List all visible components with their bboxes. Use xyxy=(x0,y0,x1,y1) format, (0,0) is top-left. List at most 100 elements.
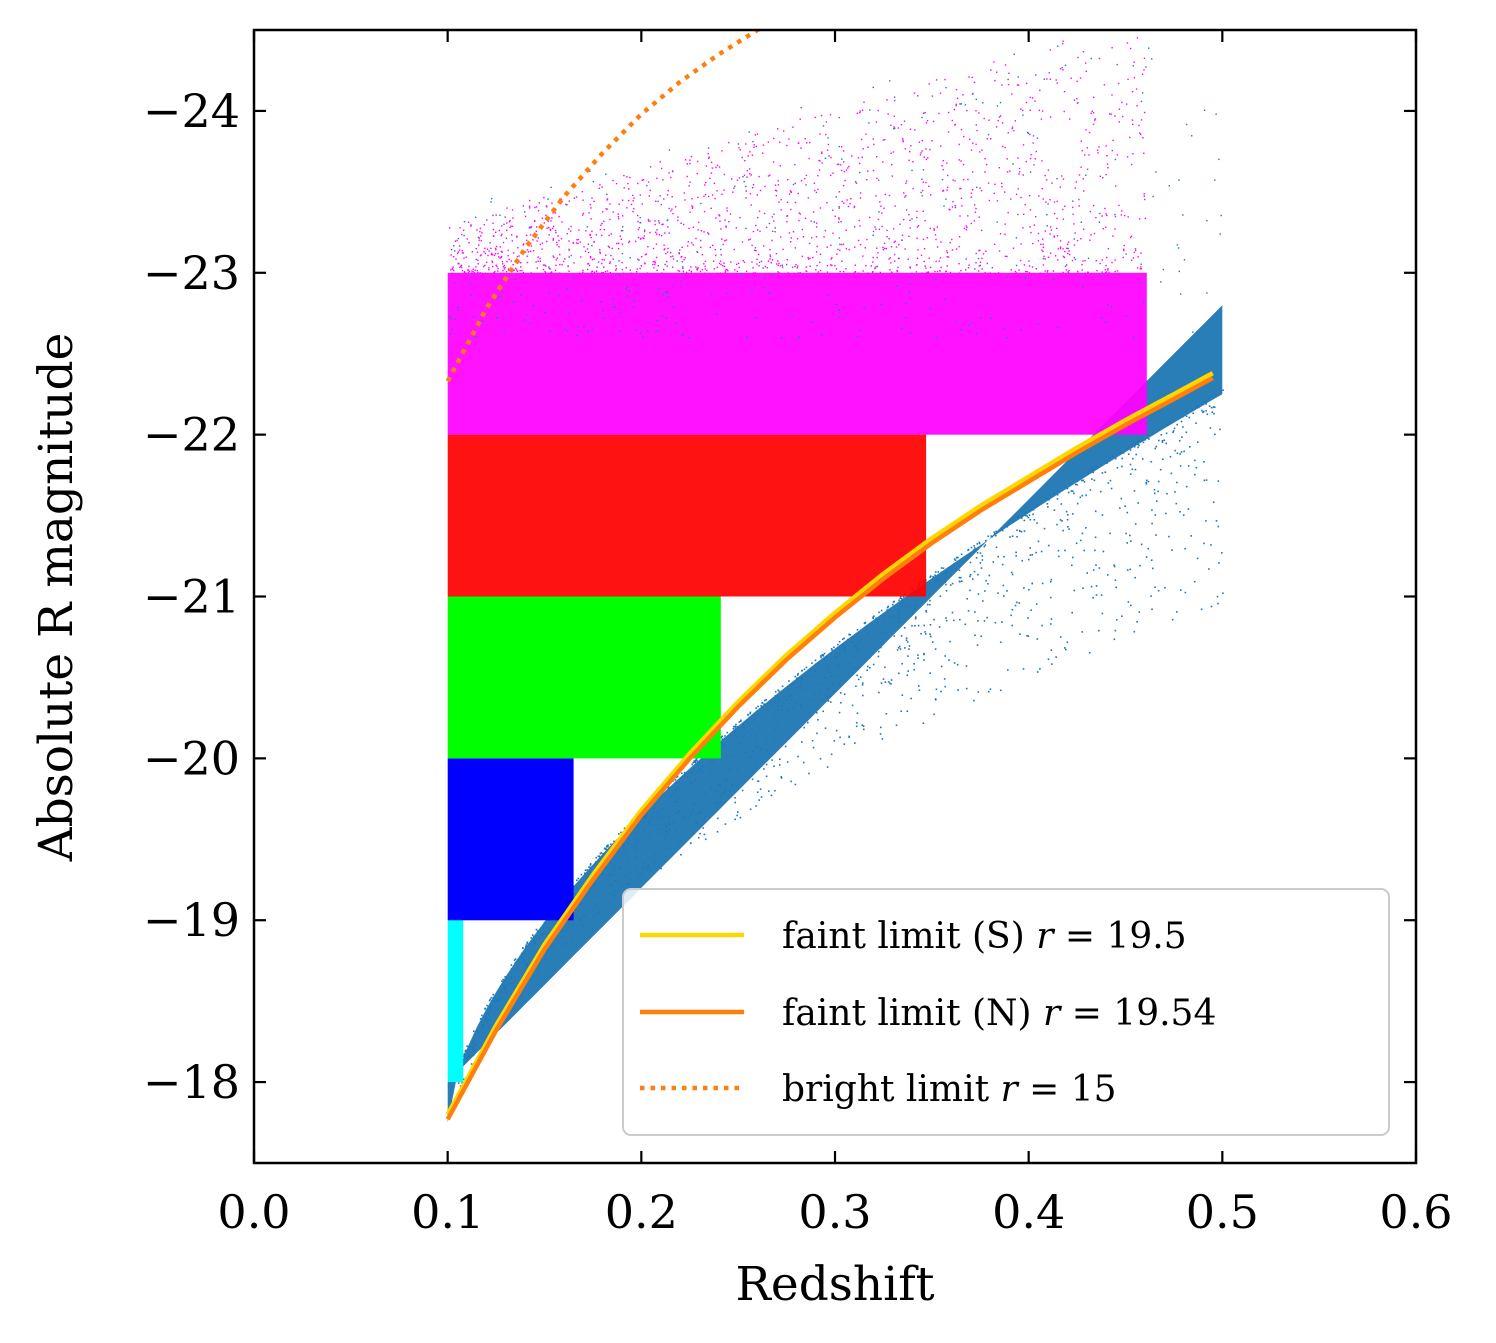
scatter-point xyxy=(745,190,747,192)
scatter-point xyxy=(909,332,911,334)
background-point xyxy=(606,846,608,848)
background-point xyxy=(985,579,987,582)
scatter-point xyxy=(934,234,937,236)
background-point xyxy=(702,827,704,829)
scatter-point xyxy=(603,259,605,261)
background-point xyxy=(1050,618,1053,620)
scatter-point xyxy=(751,154,754,156)
background-point xyxy=(1102,550,1105,553)
scatter-point xyxy=(890,262,892,264)
scatter-point xyxy=(1067,271,1069,273)
scatter-point xyxy=(612,298,614,300)
scatter-point xyxy=(877,218,880,221)
scatter-point xyxy=(554,212,557,214)
scatter-point xyxy=(658,234,661,236)
scatter-point xyxy=(1029,171,1032,173)
background-point xyxy=(987,535,989,538)
background-point xyxy=(1161,440,1164,442)
scatter-point xyxy=(840,169,843,172)
scatter-point xyxy=(978,265,980,267)
background-point xyxy=(889,682,891,685)
scatter-point xyxy=(1116,63,1118,66)
scatter-point xyxy=(615,269,617,271)
scatter-point xyxy=(1076,239,1079,242)
background-point xyxy=(520,952,523,955)
background-point xyxy=(844,648,846,651)
scatter-point xyxy=(1105,321,1107,323)
background-point xyxy=(899,602,902,605)
background-point xyxy=(684,837,686,840)
background-point xyxy=(675,829,678,832)
background-point xyxy=(466,1045,468,1047)
background-point xyxy=(743,727,745,729)
background-point xyxy=(1059,519,1062,521)
scatter-point xyxy=(1106,163,1109,165)
background-point xyxy=(914,617,917,620)
scatter-point xyxy=(953,108,955,111)
scatter-point xyxy=(921,150,923,152)
background-point xyxy=(929,599,931,602)
scatter-point xyxy=(535,230,537,232)
scatter-point xyxy=(593,271,595,273)
scatter-point xyxy=(1004,191,1006,193)
scatter-point xyxy=(639,267,641,270)
scatter-point xyxy=(639,194,641,196)
background-point xyxy=(463,1053,466,1055)
data-layer xyxy=(445,30,1224,1123)
scatter-point xyxy=(800,180,803,182)
background-point xyxy=(1134,576,1136,579)
background-point xyxy=(892,615,895,617)
background-point xyxy=(822,655,824,657)
scatter-point xyxy=(1029,109,1031,111)
scatter-point xyxy=(999,101,1002,104)
background-point xyxy=(728,761,731,764)
scatter-point xyxy=(815,236,818,238)
scatter-point xyxy=(708,233,710,235)
background-point xyxy=(984,544,987,546)
background-point xyxy=(1163,439,1166,441)
background-point xyxy=(1126,542,1128,544)
scatter-point xyxy=(479,227,482,230)
scatter-point xyxy=(978,249,980,252)
background-point xyxy=(791,708,794,710)
scatter-point xyxy=(909,267,911,269)
scatter-point xyxy=(1004,64,1007,66)
ticks-layer: 0.0 0.1 0.2 0.3 0.4 0.5 0.6−18−19−20−21−22−23−… xyxy=(143,30,1453,1239)
scatter-point xyxy=(1035,150,1037,153)
background-point xyxy=(986,616,988,619)
scatter-point xyxy=(826,265,829,267)
scatter-point xyxy=(818,159,820,162)
scatter-point xyxy=(520,262,522,264)
background-point xyxy=(1113,564,1115,566)
scatter-point xyxy=(1178,179,1180,181)
scatter-point xyxy=(736,270,738,273)
scatter-point xyxy=(662,179,664,181)
scatter-point xyxy=(1020,196,1022,199)
background-point xyxy=(733,731,736,734)
scatter-point xyxy=(764,276,766,279)
scatter-point xyxy=(975,143,977,145)
background-point xyxy=(980,635,982,638)
scatter-point xyxy=(1121,210,1123,212)
scatter-point xyxy=(867,146,869,148)
scatter-point xyxy=(1098,221,1101,223)
scatter-point xyxy=(909,283,911,285)
background-point xyxy=(1089,489,1092,491)
scatter-point xyxy=(597,261,600,263)
scatter-point xyxy=(659,161,661,163)
scatter-point xyxy=(1218,158,1220,161)
scatter-point xyxy=(1011,127,1013,130)
scatter-point xyxy=(1015,272,1018,274)
background-point xyxy=(799,687,801,689)
background-point xyxy=(925,633,927,635)
scatter-point xyxy=(470,294,473,296)
background-point xyxy=(677,797,679,800)
background-point xyxy=(977,691,980,693)
background-point xyxy=(778,698,780,700)
background-point xyxy=(486,1004,488,1007)
scatter-point xyxy=(718,262,721,265)
scatter-point xyxy=(643,262,646,264)
scatter-point xyxy=(612,179,614,182)
scatter-point xyxy=(940,241,942,243)
